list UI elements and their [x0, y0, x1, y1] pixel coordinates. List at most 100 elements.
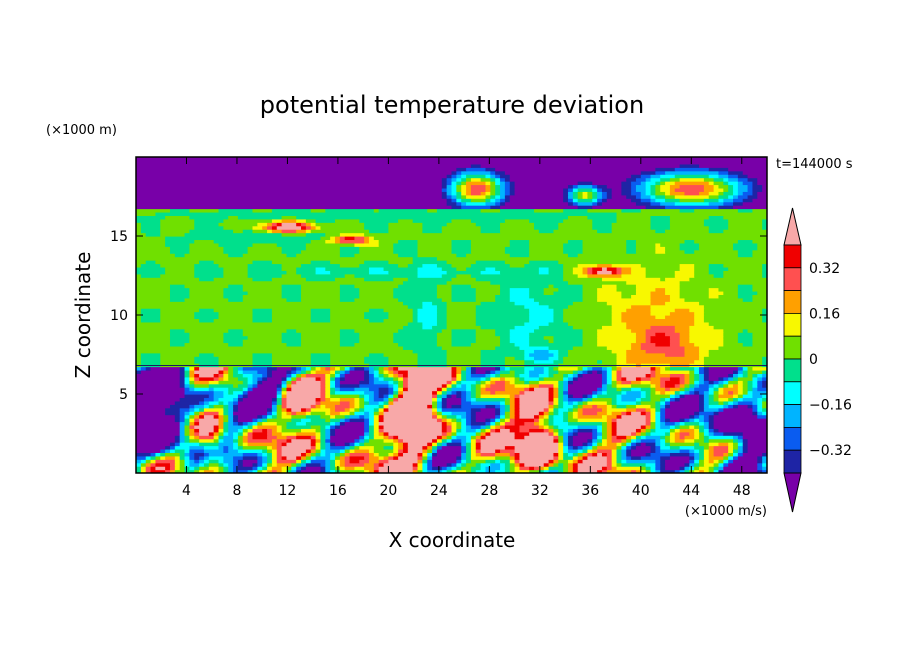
heatmap-cell — [364, 390, 375, 395]
heatmap-cell — [136, 280, 404, 285]
heatmap-cell — [470, 442, 477, 447]
heatmap-cell — [136, 411, 166, 416]
heatmap-cell — [407, 380, 448, 385]
heatmap-cell — [339, 383, 360, 388]
heatmap-cell — [621, 369, 652, 374]
heatmap-cell — [388, 383, 394, 388]
heatmap-cell — [393, 435, 399, 440]
heatmap-cell — [252, 308, 273, 313]
heatmap-cell — [635, 290, 652, 295]
heatmap-cell — [330, 236, 336, 241]
heatmap-cell — [242, 421, 249, 426]
heatmap-cell — [480, 431, 487, 436]
heatmap-cell — [441, 438, 448, 443]
heatmap-cell — [417, 352, 448, 357]
heatmap-cell — [635, 445, 652, 450]
heatmap-cell — [461, 459, 467, 464]
heatmap-cell — [592, 181, 622, 186]
heatmap-cell — [252, 418, 258, 423]
heatmap-cell — [737, 435, 744, 440]
heatmap-cell — [140, 308, 161, 313]
heatmap-cell — [601, 380, 608, 385]
heatmap-cell — [582, 270, 588, 275]
heatmap-cell — [762, 373, 767, 378]
heatmap-cell — [504, 397, 511, 402]
heatmap-cell — [587, 448, 593, 453]
heatmap-cell — [466, 411, 472, 416]
heatmap-cell — [524, 462, 545, 467]
heatmap-cell — [286, 400, 317, 405]
heatmap-cell — [174, 455, 181, 460]
heatmap-cell — [189, 414, 195, 419]
heatmap-cell — [330, 442, 336, 447]
heatmap-cell — [504, 198, 511, 203]
heatmap-cell — [364, 435, 370, 440]
heatmap-cell — [237, 466, 254, 471]
heatmap-cell — [669, 424, 676, 429]
heatmap-cell — [631, 174, 642, 179]
heatmap-cell — [645, 273, 676, 278]
heatmap-cell — [136, 225, 142, 230]
heatmap-cell — [616, 452, 622, 457]
heatmap-cell — [441, 418, 448, 423]
heatmap-cell — [509, 191, 516, 196]
heatmap-cell — [669, 404, 700, 409]
heatmap-cell — [490, 424, 496, 429]
heatmap-cell — [349, 404, 356, 409]
heatmap-cell — [296, 218, 307, 223]
heatmap-cell — [752, 287, 767, 292]
heatmap-cell — [592, 397, 613, 402]
heatmap-cell — [534, 225, 559, 230]
heatmap-cell — [378, 411, 385, 416]
heatmap-cell — [339, 387, 356, 392]
heatmap-cell — [490, 383, 506, 388]
heatmap-cell — [674, 174, 710, 179]
heatmap-cell — [262, 373, 268, 378]
heatmap-cell — [291, 380, 297, 385]
heatmap-cell — [475, 435, 482, 440]
heatmap-cell — [490, 428, 496, 433]
heatmap-cell — [500, 418, 506, 423]
heatmap-cell — [228, 342, 244, 347]
heatmap-cell — [368, 452, 375, 457]
heatmap-cell — [136, 194, 443, 199]
heatmap-cell — [296, 266, 317, 271]
heatmap-cell — [679, 332, 690, 337]
heatmap-cell — [665, 404, 671, 409]
heatmap-cell — [359, 339, 394, 344]
heatmap-cell — [339, 462, 346, 467]
heatmap-cell — [582, 369, 588, 374]
heatmap-cell — [616, 373, 622, 378]
heatmap-cell — [136, 369, 142, 374]
heatmap-cell — [572, 380, 603, 385]
heatmap-cell — [582, 287, 598, 292]
heatmap-cell — [665, 181, 676, 186]
heatmap-cell — [669, 335, 681, 340]
heatmap-cell — [349, 455, 365, 460]
heatmap-cell — [247, 249, 283, 254]
heatmap-cell — [631, 342, 642, 347]
heatmap-cell — [412, 311, 419, 316]
colorbar-tick-label: 0.16 — [809, 306, 840, 322]
heatmap-cell — [529, 311, 555, 316]
heatmap-cell — [218, 208, 254, 213]
heatmap-cell — [703, 418, 710, 423]
heatmap-cell — [364, 462, 375, 467]
heatmap-cell — [252, 359, 273, 364]
heatmap-cell — [247, 421, 254, 426]
heatmap-cell — [271, 400, 278, 405]
heatmap-cell — [218, 424, 224, 429]
heatmap-cell — [218, 411, 224, 416]
heatmap-cell — [582, 194, 588, 199]
heatmap-cell — [572, 369, 579, 374]
heatmap-cell — [470, 438, 477, 443]
heatmap-cell — [140, 263, 161, 268]
heatmap-cell — [597, 424, 603, 429]
heatmap-cell — [553, 455, 559, 460]
heatmap-cell — [330, 380, 336, 385]
heatmap-cell — [417, 311, 438, 316]
heatmap-cell — [136, 232, 147, 237]
heatmap-cell — [558, 352, 569, 357]
heatmap-cell — [631, 187, 637, 192]
heatmap-cell — [563, 198, 569, 203]
